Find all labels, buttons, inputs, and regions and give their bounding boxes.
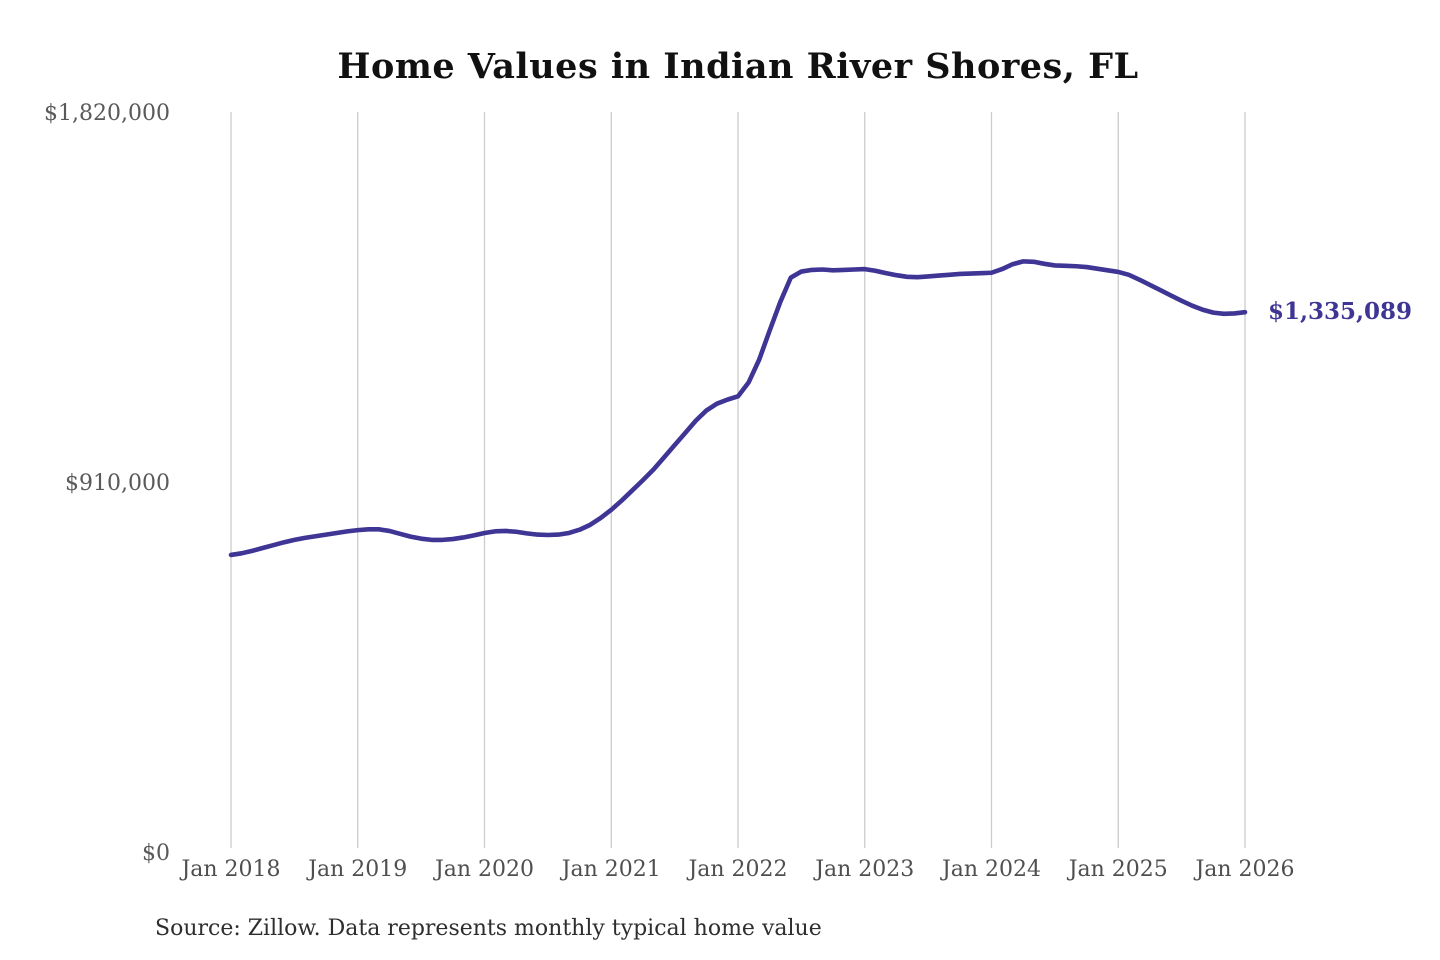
- y-tick-label-1: $910,000: [65, 471, 170, 496]
- x-tick-label-jan-2025: Jan 2025: [1068, 857, 1168, 882]
- final-value-label: $1,335,089: [1268, 298, 1413, 326]
- source-note: Source: Zillow. Data represents monthly …: [155, 916, 822, 941]
- x-tick-label-jan-2018: Jan 2018: [181, 857, 281, 882]
- x-tick-label-jan-2023: Jan 2023: [815, 857, 915, 882]
- x-tick-label-jan-2021: Jan 2021: [561, 857, 661, 882]
- x-tick-label-jan-2019: Jan 2019: [308, 857, 408, 882]
- chart-title: Home Values in Indian River Shores, FL: [337, 46, 1139, 87]
- home-value-line: [228, 259, 1248, 558]
- x-tick-label-jan-2022: Jan 2022: [688, 857, 788, 882]
- y-tick-label-0: $0: [142, 841, 170, 866]
- x-tick-label-jan-2024: Jan 2024: [941, 857, 1042, 882]
- y-tick-label-2: $1,820,000: [44, 101, 170, 126]
- x-tick-label-jan-2026: Jan 2026: [1195, 857, 1295, 882]
- x-tick-label-jan-2020: Jan 2020: [434, 857, 535, 882]
